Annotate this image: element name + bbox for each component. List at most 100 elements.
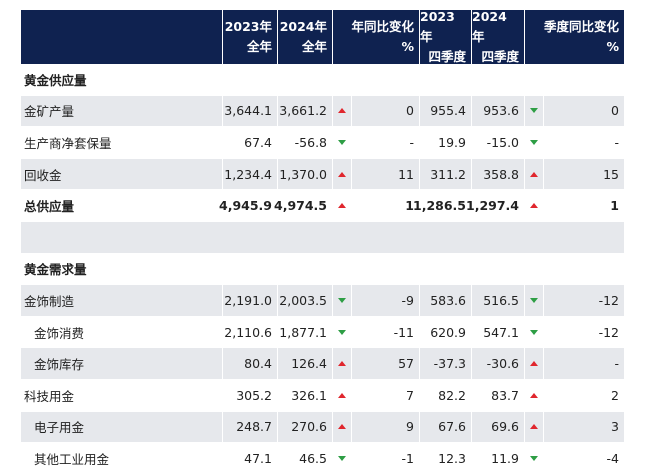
header-qoq-line2: % xyxy=(606,39,619,54)
header-2024-q4: 2024年 四季度 xyxy=(471,9,524,64)
value-qoq-change: 2 xyxy=(543,379,624,411)
yoy-trend-icon-cell xyxy=(332,443,351,474)
value-2024-full-year: 4,974.5 xyxy=(274,190,332,221)
value-2024-full-year: 1,877.1 xyxy=(277,316,332,348)
value-yoy-change: - xyxy=(351,127,419,158)
header-q2023-line2: 四季度 xyxy=(428,49,466,64)
value-yoy-change: -11 xyxy=(351,316,419,348)
section-title: 黄金供应量 xyxy=(24,72,87,88)
header-q2023-line1: 2023年 xyxy=(420,9,455,44)
qoq-trend-icon-cell xyxy=(524,411,543,443)
triangle-up-icon xyxy=(338,424,346,430)
value-2024-q4: 358.8 xyxy=(471,158,524,190)
header-qoq-line1: 季度同比变化 xyxy=(543,19,619,34)
header-2024-line1: 2024年 xyxy=(279,19,327,34)
header-qoq-change: 季度同比变化 % xyxy=(524,10,624,64)
row-label: 金饰库存 xyxy=(34,357,85,373)
value-yoy-change: 0 xyxy=(351,95,419,127)
triangle-down-icon xyxy=(338,329,346,335)
header-2024-line2: 全年 xyxy=(301,39,327,54)
value-2024-full-year: 46.5 xyxy=(277,443,332,474)
value-qoq-change: - xyxy=(543,127,624,158)
row-label: 科技用金 xyxy=(24,388,75,404)
table-row: 电子用金 248.7 270.6 9 67.6 69.6 3 xyxy=(21,411,624,444)
value-2023-q4: 82.2 xyxy=(419,379,471,411)
triangle-down-icon xyxy=(530,108,538,114)
value-2023-q4: 12.3 xyxy=(419,443,471,474)
table-row: 总供应量 4,945.9 4,974.5 1 1,286.5 1,297.4 1 xyxy=(21,190,624,222)
value-2024-q4: 83.7 xyxy=(471,379,524,411)
triangle-up-icon xyxy=(338,171,346,177)
value-2024-full-year: 126.4 xyxy=(277,348,332,379)
triangle-up-icon xyxy=(530,203,538,209)
value-2024-full-year: 326.1 xyxy=(277,379,332,411)
yoy-trend-icon-cell xyxy=(332,348,351,379)
qoq-trend-icon-cell xyxy=(524,190,543,221)
value-2024-q4: 516.5 xyxy=(471,285,524,316)
triangle-up-icon xyxy=(338,361,346,367)
value-2023-full-year: 67.4 xyxy=(222,127,277,158)
value-2024-q4: 11.9 xyxy=(471,443,524,474)
triangle-up-icon xyxy=(530,424,538,430)
value-qoq-change: -4 xyxy=(543,443,624,474)
yoy-trend-icon-cell xyxy=(332,95,351,127)
table-row: 金饰消费 2,110.6 1,877.1 -11 620.9 547.1 -12 xyxy=(21,316,624,349)
value-yoy-change: 1 xyxy=(351,190,419,221)
value-qoq-change: 3 xyxy=(543,411,624,443)
header-q2024-line1: 2024年 xyxy=(472,9,507,44)
value-qoq-change: 0 xyxy=(543,95,624,127)
triangle-up-icon xyxy=(338,108,346,114)
header-2023-q4: 2023年 四季度 xyxy=(419,9,471,64)
table-row: 金饰库存 80.4 126.4 57 -37.3 -30.6- xyxy=(21,348,624,380)
row-label: 金矿产量 xyxy=(24,104,75,120)
value-2023-full-year: 248.7 xyxy=(222,411,277,443)
header-2023-line1: 2023年 xyxy=(224,19,272,34)
yoy-trend-icon-cell xyxy=(332,158,351,190)
section-header-row: 黄金供应量 xyxy=(21,64,624,96)
value-2023-q4: 1,286.5 xyxy=(413,190,471,221)
value-yoy-change: 11 xyxy=(351,158,419,190)
row-label: 生产商净套保量 xyxy=(24,135,112,151)
section-header-row: 黄金需求量 xyxy=(21,254,624,286)
triangle-up-icon xyxy=(530,171,538,177)
value-2024-full-year: 270.6 xyxy=(277,411,332,443)
header-2023-line2: 全年 xyxy=(246,39,272,54)
value-yoy-change: 9 xyxy=(351,411,419,443)
row-label: 金饰消费 xyxy=(34,325,85,341)
qoq-trend-icon-cell xyxy=(524,316,543,348)
value-2023-full-year: 47.1 xyxy=(222,443,277,474)
value-yoy-change: -1 xyxy=(351,443,419,474)
triangle-down-icon xyxy=(530,329,538,335)
header-q2024-line2: 四季度 xyxy=(481,49,519,64)
value-2024-q4: -15.0 xyxy=(471,127,524,158)
qoq-trend-icon-cell xyxy=(524,158,543,190)
header-2024-full-year: 2024年 全年 xyxy=(277,10,332,64)
value-yoy-change: -9 xyxy=(351,285,419,316)
value-2023-q4: 311.2 xyxy=(419,158,471,190)
qoq-trend-icon-cell xyxy=(524,379,543,411)
value-2023-q4: 955.4 xyxy=(419,95,471,127)
value-qoq-change: -12 xyxy=(543,316,624,348)
table-row: 回收金 1,234.4 1,370.0 11 311.2 358.8 15 xyxy=(21,158,624,191)
table-header: 2023年 全年 2024年 全年 年同比变化 % 2023年 四季度 2024… xyxy=(21,9,624,64)
yoy-trend-icon-cell xyxy=(332,411,351,443)
triangle-up-icon xyxy=(530,361,538,367)
value-2023-q4: 620.9 xyxy=(419,316,471,348)
row-label: 回收金 xyxy=(24,167,62,183)
value-2023-q4: 67.6 xyxy=(419,411,471,443)
header-yoy-line1: 年同比变化 xyxy=(351,19,414,34)
yoy-trend-icon-cell xyxy=(332,379,351,411)
value-qoq-change: 15 xyxy=(543,158,624,190)
spacer-row xyxy=(21,221,624,254)
value-2024-q4: 953.6 xyxy=(471,95,524,127)
yoy-trend-icon-cell xyxy=(332,190,351,221)
value-2024-q4: 547.1 xyxy=(471,316,524,348)
triangle-down-icon xyxy=(530,139,538,145)
value-qoq-change: -12 xyxy=(543,285,624,316)
value-qoq-change: - xyxy=(543,348,624,379)
value-2023-full-year: 3,644.1 xyxy=(222,95,277,127)
value-2023-full-year: 1,234.4 xyxy=(222,158,277,190)
value-2024-q4: 1,297.4 xyxy=(466,190,524,221)
value-2024-full-year: -56.8 xyxy=(277,127,332,158)
section-title: 黄金需求量 xyxy=(24,262,87,278)
